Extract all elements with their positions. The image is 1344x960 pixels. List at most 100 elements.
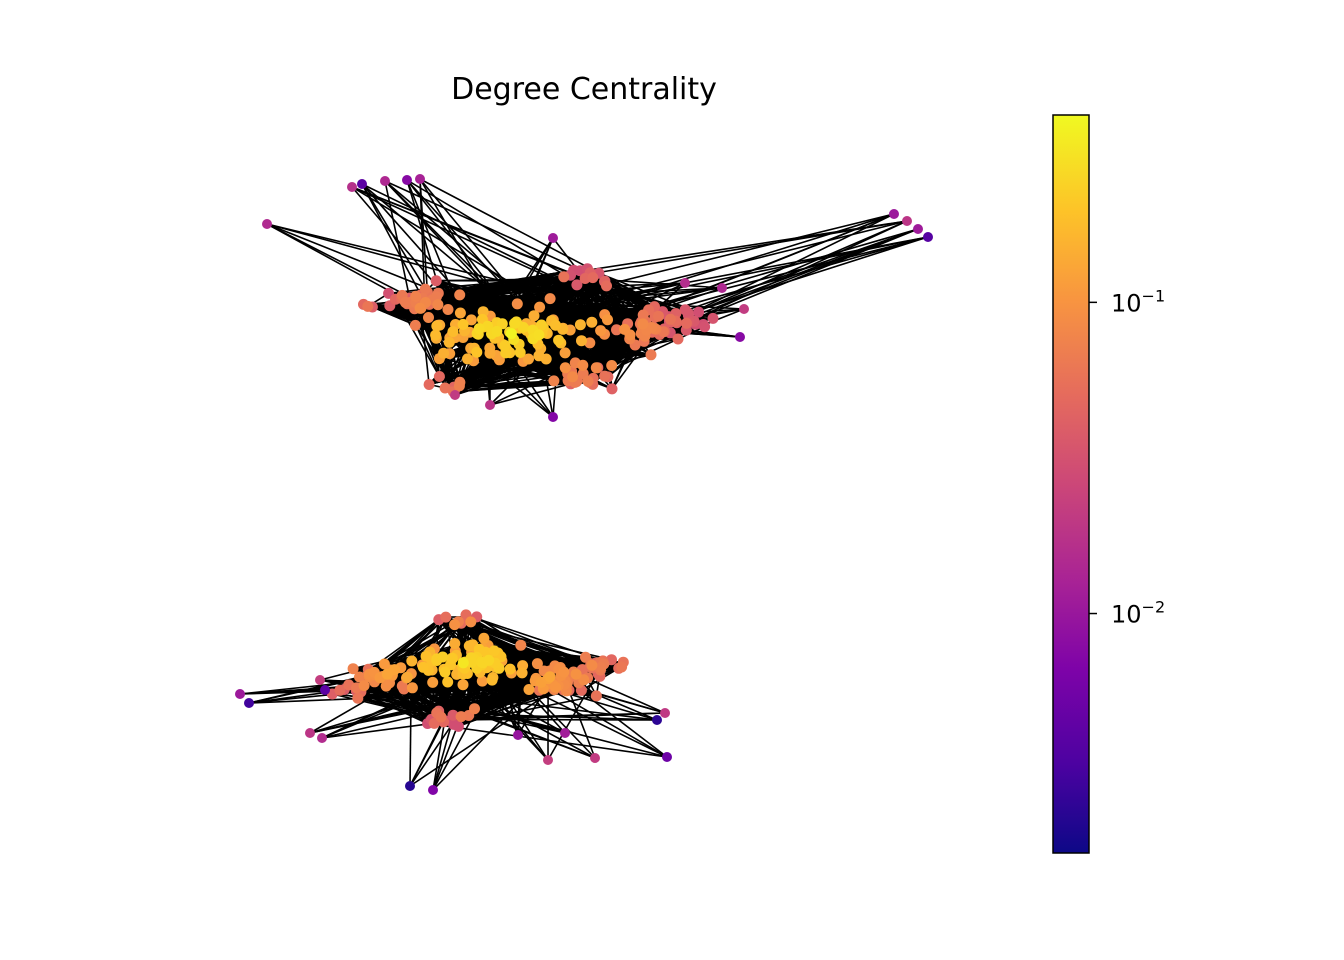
graph-node xyxy=(550,681,562,693)
graph-node xyxy=(381,668,393,680)
graph-edge xyxy=(406,303,456,396)
graph-edge xyxy=(654,236,929,308)
colorbar-tick-label: 10−1 xyxy=(1111,286,1165,317)
graph-node xyxy=(235,689,245,699)
graph-node xyxy=(454,307,466,319)
graph-node xyxy=(454,289,466,301)
graph-edge xyxy=(547,667,602,761)
graph-node xyxy=(515,639,527,651)
tick-exponent: −2 xyxy=(1142,598,1166,617)
graph-node xyxy=(582,375,594,387)
graph-node xyxy=(485,400,495,410)
graph-node xyxy=(405,781,415,791)
graph-node xyxy=(435,711,447,723)
graph-node xyxy=(550,319,561,331)
graph-node xyxy=(586,316,598,328)
graph-node xyxy=(923,232,933,242)
graph-node xyxy=(453,380,465,392)
graph-node xyxy=(362,300,374,312)
graph-node xyxy=(559,362,571,374)
graph-node xyxy=(406,682,418,694)
graph-node xyxy=(590,690,602,702)
graph-node xyxy=(553,334,565,346)
graph-node xyxy=(571,279,583,291)
graph-node xyxy=(599,370,611,382)
graph-edge xyxy=(517,672,523,736)
graph-node xyxy=(660,708,670,718)
graph-node xyxy=(590,362,602,374)
graph-node xyxy=(450,390,460,400)
graph-node xyxy=(559,347,571,359)
graph-node xyxy=(578,674,590,686)
graph-node xyxy=(432,299,444,311)
graph-node xyxy=(739,304,749,314)
graph-edge xyxy=(432,665,556,791)
graph-node xyxy=(672,333,684,345)
colorbar-gradient xyxy=(1052,114,1090,854)
graph-node xyxy=(452,720,464,732)
graph-node xyxy=(463,640,475,652)
graph-edge xyxy=(438,220,908,294)
graph-node xyxy=(402,175,412,185)
graph-node xyxy=(496,318,508,330)
graph-node xyxy=(478,632,490,644)
graph-node xyxy=(476,675,488,687)
graph-node xyxy=(449,619,461,631)
graph-node xyxy=(347,663,359,675)
graph-edge xyxy=(668,228,919,318)
graph-node xyxy=(560,728,570,738)
graph-node xyxy=(455,711,467,723)
graph-node xyxy=(699,321,711,333)
graph-edge xyxy=(361,183,429,293)
graph-edge xyxy=(406,179,524,328)
graph-node xyxy=(380,680,392,692)
graph-node xyxy=(580,651,591,663)
graph-node xyxy=(315,675,325,685)
graph-node xyxy=(567,371,579,383)
graph-node xyxy=(637,309,649,321)
graph-node xyxy=(406,655,418,667)
graph-node xyxy=(469,703,480,715)
graph-node xyxy=(457,318,469,330)
graph-node xyxy=(616,661,628,673)
graph-node xyxy=(449,638,461,649)
graph-node xyxy=(645,349,657,361)
graph-node xyxy=(439,382,451,394)
graph-node xyxy=(544,671,556,683)
graph-node xyxy=(576,335,587,347)
colorbar: 10−1 10−2 xyxy=(1052,114,1166,854)
graph-node xyxy=(548,412,558,422)
graph-node xyxy=(438,347,450,359)
graph-edge xyxy=(501,660,596,759)
graph-node xyxy=(584,337,596,349)
graph-node xyxy=(317,733,327,743)
graph-node xyxy=(517,321,529,333)
graph-edge xyxy=(489,383,571,406)
graph-node xyxy=(664,313,676,325)
graph-node xyxy=(499,340,511,351)
graph-node xyxy=(457,657,469,669)
graph-edge xyxy=(355,689,428,725)
graph-node xyxy=(587,272,599,284)
graph-node xyxy=(433,371,445,382)
graph-node xyxy=(423,379,435,390)
graph-node xyxy=(681,317,692,329)
chart-title: Degree Centrality xyxy=(451,72,717,107)
graph-node xyxy=(447,709,459,721)
graph-node xyxy=(505,328,517,340)
graph-edge xyxy=(266,223,666,333)
tick-base: 10 xyxy=(1111,601,1142,629)
graph-node xyxy=(465,616,477,628)
graph-node xyxy=(358,680,370,692)
graph-node xyxy=(913,224,923,234)
graph-node xyxy=(548,375,560,387)
graph-node xyxy=(570,668,582,680)
graph-node xyxy=(693,306,705,318)
graph-node xyxy=(514,347,526,358)
graph-node xyxy=(558,271,570,283)
graph-node xyxy=(533,329,545,341)
graph-node xyxy=(735,332,745,342)
graph-node xyxy=(486,674,498,686)
colorbar-ticks: 10−1 10−2 xyxy=(1089,286,1166,629)
graph-edge xyxy=(394,298,441,377)
